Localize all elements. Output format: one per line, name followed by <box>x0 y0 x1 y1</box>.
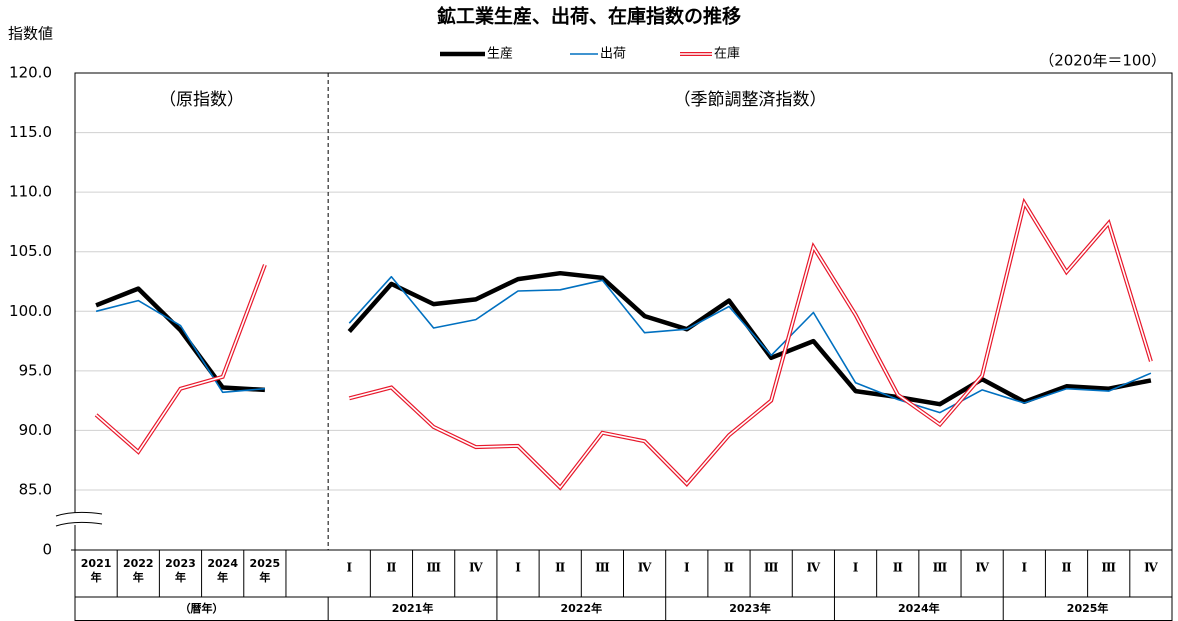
y-tick-label: 95.0 <box>19 361 52 379</box>
x-tick-label: Ⅰ <box>1022 561 1028 575</box>
group-label: 2022年 <box>560 601 602 615</box>
y-tick-label: 85.0 <box>19 481 52 499</box>
x-tick-label: Ⅳ <box>807 561 821 575</box>
legend-label: 生産 <box>487 46 513 62</box>
x-tick-label: Ⅱ <box>555 561 565 575</box>
x-tick-label: Ⅱ <box>386 561 396 575</box>
x-tick-label: Ⅲ <box>1101 561 1116 575</box>
x-tick-label: 年 <box>259 570 270 584</box>
y-tick-label: 120.0 <box>9 64 52 82</box>
y-tick-label: 110.0 <box>9 183 52 201</box>
series-line <box>348 275 1152 414</box>
x-tick-label: Ⅲ <box>933 561 948 575</box>
x-tick-label: Ⅱ <box>724 561 734 575</box>
x-tick-label: 2025 <box>250 557 281 570</box>
x-tick-label: Ⅰ <box>515 561 521 575</box>
x-tick-label: 2024 <box>207 557 238 570</box>
y-tick-label: 105.0 <box>9 242 52 260</box>
y-tick-label: 90.0 <box>19 421 52 439</box>
x-tick-label: Ⅰ <box>853 561 859 575</box>
panel-label: （季節調整済指数） <box>674 90 827 110</box>
x-tick-label: Ⅱ <box>1061 561 1071 575</box>
series-line <box>95 299 265 394</box>
note: （2020年＝100） <box>1039 52 1166 70</box>
chart-title: 鉱工業生産、出荷、在庫指数の推移 <box>437 5 741 28</box>
x-tick-label: 年 <box>175 570 186 584</box>
x-tick-label: Ⅱ <box>893 561 903 575</box>
group-label: （暦年） <box>180 601 224 615</box>
x-tick-label: Ⅳ <box>638 561 652 575</box>
x-tick-label: Ⅰ <box>346 561 352 575</box>
group-label: 2021年 <box>392 601 434 615</box>
group-label: 2023年 <box>729 601 771 615</box>
x-tick-label: 年 <box>217 570 228 584</box>
x-tick-label: 2022 <box>123 557 154 570</box>
x-tick-label: 2023 <box>165 557 196 570</box>
x-tick-label: Ⅲ <box>764 561 779 575</box>
series-line-inner <box>95 264 266 454</box>
legend-label: 在庫 <box>714 47 740 62</box>
y-axis-label: 指数値 <box>8 25 53 43</box>
x-tick-label: Ⅳ <box>975 561 989 575</box>
x-tick-label: 2021 <box>81 557 112 570</box>
group-label: 2025年 <box>1067 601 1109 615</box>
panel-label: （原指数） <box>159 90 244 110</box>
series-line <box>95 286 266 393</box>
x-tick-label: Ⅰ <box>684 561 690 575</box>
x-tick-label: Ⅳ <box>469 561 483 575</box>
legend-label: 出荷 <box>600 47 626 62</box>
x-tick-label: Ⅲ <box>426 561 441 575</box>
axis-break <box>55 511 103 527</box>
y-tick-label: 115.0 <box>9 123 52 141</box>
x-tick-label: 年 <box>91 570 102 584</box>
x-tick-label: Ⅲ <box>595 561 610 575</box>
y-tick-label: 100.0 <box>9 302 52 320</box>
group-label: 2024年 <box>898 601 940 615</box>
x-tick-label: 年 <box>133 570 144 584</box>
x-tick-label: Ⅳ <box>1144 561 1158 575</box>
series-line-inner <box>349 200 1152 489</box>
series-line <box>347 270 1152 407</box>
y-tick-label: 0 <box>42 541 52 559</box>
